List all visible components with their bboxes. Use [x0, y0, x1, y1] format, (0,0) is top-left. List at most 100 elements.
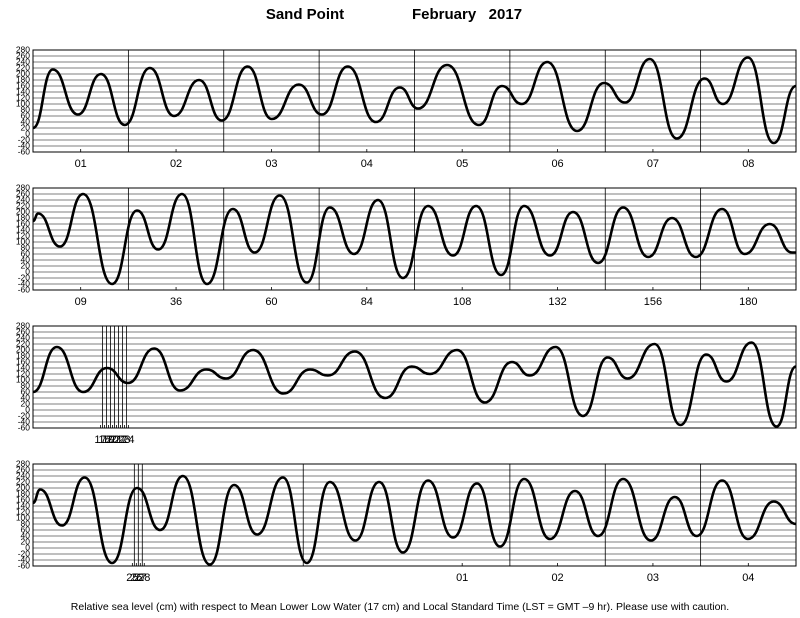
y-tick-label: 220	[16, 338, 30, 348]
y-tick-label: 60	[21, 248, 31, 258]
x-tick-label: 04	[361, 158, 373, 170]
y-tick-label: 220	[16, 200, 30, 210]
y-tick-label: 40	[21, 254, 31, 264]
y-tick-label: -40	[18, 416, 31, 426]
footnote: Relative sea level (cm) with respect to …	[71, 601, 729, 613]
y-tick-label: 20	[21, 398, 31, 408]
tide-line	[32, 192, 796, 286]
y-tick-label: 280	[16, 44, 30, 54]
plot-frame	[32, 463, 797, 567]
y-tick-label: 140	[16, 86, 30, 96]
y-tick-label: 260	[16, 326, 30, 336]
y-tick-label: 0	[25, 128, 30, 138]
x-tick-label: 25	[126, 572, 138, 584]
plot-frame	[32, 325, 797, 429]
y-tick-label: -20	[18, 410, 31, 420]
y-tick-label: 40	[21, 116, 31, 126]
y-tick-label: 140	[16, 362, 30, 372]
y-tick-label: 200	[16, 68, 30, 78]
x-tick-label: 20	[106, 434, 118, 446]
y-tick-label: 80	[21, 242, 31, 252]
y-tick-label: 20	[21, 260, 31, 270]
x-tick-label: 01	[456, 572, 468, 584]
x-tick-label: 28	[138, 572, 150, 584]
y-tick-label: 20	[21, 122, 31, 132]
y-tick-label: -60	[18, 146, 31, 156]
x-tick-label: 09	[75, 296, 87, 308]
x-tick-label: 19	[102, 434, 114, 446]
x-tick-label: 02	[170, 158, 182, 170]
x-tick-label: 01	[75, 158, 87, 170]
y-tick-label: 120	[16, 92, 30, 102]
y-tick-label: 0	[25, 542, 30, 552]
y-tick-label: 180	[16, 74, 30, 84]
x-tick-label: 23	[118, 434, 130, 446]
y-tick-label: -20	[18, 134, 31, 144]
x-tick-label: 03	[647, 572, 659, 584]
plot-frame	[32, 49, 797, 153]
y-tick-label: 120	[16, 230, 30, 240]
x-tick-label: 26	[130, 572, 142, 584]
y-tick-label: 160	[16, 80, 30, 90]
y-tick-label: 220	[16, 62, 30, 72]
y-tick-label: 200	[16, 344, 30, 354]
y-tick-label: 260	[16, 188, 30, 198]
y-tick-label: 160	[16, 494, 30, 504]
y-tick-label: 80	[21, 104, 31, 114]
y-tick-label: -20	[18, 272, 31, 282]
y-tick-label: 180	[16, 212, 30, 222]
x-tick-label: 02	[551, 572, 563, 584]
y-tick-label: -20	[18, 548, 31, 558]
y-tick-label: 80	[21, 518, 31, 528]
x-tick-label: 36	[170, 296, 182, 308]
y-tick-label: 100	[16, 236, 30, 246]
y-tick-label: 0	[25, 266, 30, 276]
x-tick-label: 180	[739, 296, 757, 308]
x-tick-label: 17	[94, 434, 106, 446]
x-tick-label: 21	[110, 434, 122, 446]
y-tick-label: -60	[18, 560, 31, 570]
y-tick-label: -60	[18, 284, 31, 294]
tide-line	[32, 341, 797, 428]
x-tick-label: 07	[647, 158, 659, 170]
x-tick-label: 08	[742, 158, 754, 170]
y-tick-label: 20	[21, 536, 31, 546]
x-tick-label: 22	[114, 434, 126, 446]
y-tick-label: 40	[21, 530, 31, 540]
y-tick-label: 160	[16, 218, 30, 228]
x-tick-label: 18	[98, 434, 110, 446]
y-tick-label: -40	[18, 554, 31, 564]
y-tick-label: 120	[16, 506, 30, 516]
y-tick-label: 240	[16, 194, 30, 204]
y-tick-label: 100	[16, 512, 30, 522]
station-title: Sand Point	[266, 6, 344, 23]
y-tick-label: 180	[16, 488, 30, 498]
x-tick-label: 156	[644, 296, 662, 308]
date-title: February 2017	[412, 6, 522, 23]
x-tick-label: 05	[456, 158, 468, 170]
y-tick-label: 100	[16, 374, 30, 384]
y-tick-label: -60	[18, 422, 31, 432]
tide-line	[32, 474, 797, 566]
y-tick-label: 280	[16, 182, 30, 192]
y-tick-label: 180	[16, 350, 30, 360]
x-tick-label: 24	[122, 434, 134, 446]
plot-frame	[32, 187, 797, 291]
y-tick-label: 240	[16, 56, 30, 66]
y-tick-label: 140	[16, 500, 30, 510]
y-tick-label: 240	[16, 470, 30, 480]
y-tick-label: 100	[16, 98, 30, 108]
y-tick-label: 200	[16, 482, 30, 492]
y-tick-label: 80	[21, 380, 31, 390]
y-tick-label: -40	[18, 278, 31, 288]
x-tick-label: 60	[265, 296, 277, 308]
y-tick-label: 260	[16, 50, 30, 60]
y-tick-label: 60	[21, 524, 31, 534]
y-tick-label: 240	[16, 332, 30, 342]
y-tick-label: 140	[16, 224, 30, 234]
x-tick-label: 84	[361, 296, 373, 308]
y-tick-label: 220	[16, 476, 30, 486]
y-tick-label: 200	[16, 206, 30, 216]
x-tick-label: 27	[134, 572, 146, 584]
x-tick-label: 03	[265, 158, 277, 170]
